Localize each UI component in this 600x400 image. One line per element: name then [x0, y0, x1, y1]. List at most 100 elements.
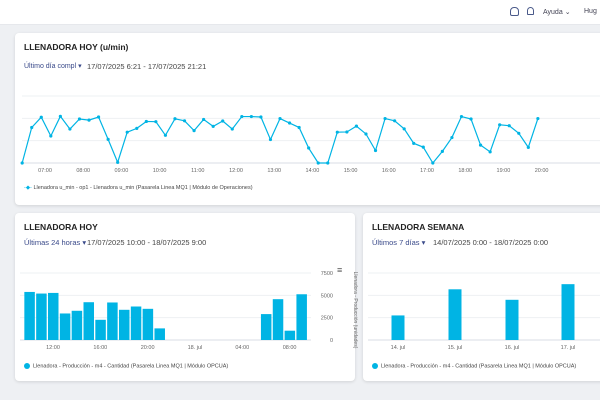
- date-range: 14/07/2025 0:00 - 18/07/2025 0:00: [433, 238, 549, 247]
- data-point: [354, 124, 359, 128]
- data-point: [287, 121, 292, 125]
- x-tick-label: 18:00: [458, 168, 472, 174]
- data-point: [373, 148, 378, 153]
- card-title: LLENADORA HOY (u/min): [24, 42, 129, 52]
- x-tick-label: 16:00: [93, 345, 107, 351]
- data-point: [30, 125, 34, 130]
- legend-label: Llenadora - Producción - m4 - Cantidad (…: [33, 363, 229, 370]
- data-point: [87, 118, 91, 122]
- data-point: [163, 133, 168, 137]
- robot-icon[interactable]: [510, 7, 519, 16]
- data-point: [125, 130, 129, 134]
- data-point: [68, 127, 72, 131]
- data-point: [326, 161, 330, 165]
- x-tick-label: 16. jul: [505, 345, 520, 351]
- range-label: Últimos 7 días: [372, 238, 420, 247]
- data-point: [431, 161, 435, 165]
- x-tick-label: 11:00: [191, 168, 204, 174]
- help-label: Ayuda: [543, 9, 563, 16]
- x-tick-label: 04:00: [235, 345, 249, 351]
- data-point: [58, 114, 62, 118]
- caret-down-icon: ▾: [78, 63, 82, 70]
- legend-item[interactable]: Llenadora - Producción - m4 - Cantidad (…: [24, 363, 228, 369]
- bar: [260, 314, 272, 340]
- x-tick-label: 10:00: [153, 168, 167, 174]
- data-point: [316, 161, 320, 165]
- data-point: [106, 137, 110, 141]
- user-name[interactable]: Hug: [584, 8, 597, 15]
- data-point: [49, 134, 53, 138]
- x-tick-label: 14. jul: [391, 345, 406, 351]
- y-tick-label: 5000: [321, 293, 333, 299]
- card-title: LLENADORA SEMANA: [372, 222, 465, 232]
- data-point: [383, 116, 387, 121]
- bar: [71, 310, 83, 340]
- data-point: [182, 119, 187, 123]
- legend-line-icon: -◆-: [24, 185, 32, 191]
- help-menu[interactable]: Ayuda ⌄: [543, 8, 571, 16]
- x-tick-label: 08:00: [283, 345, 297, 351]
- bar: [391, 315, 405, 340]
- x-tick-label: 12:00: [229, 168, 243, 174]
- data-point: [77, 117, 82, 121]
- chart-menu-icon[interactable]: ≡: [337, 265, 343, 275]
- data-point: [297, 125, 301, 130]
- data-point: [211, 124, 215, 128]
- x-tick-label: 15. jul: [448, 345, 463, 351]
- data-point: [96, 115, 101, 119]
- data-point: [20, 161, 24, 165]
- top-bar: Ayuda ⌄ Hug: [0, 0, 600, 25]
- data-point: [440, 149, 444, 153]
- bell-icon[interactable]: [527, 7, 534, 15]
- data-point: [402, 127, 406, 131]
- x-tick-label: 20:00: [141, 345, 155, 351]
- bar: [154, 328, 165, 340]
- range-dropdown[interactable]: Últimos 7 días ▾: [372, 238, 425, 247]
- caret-down-icon: ▾: [421, 238, 426, 247]
- card-llenadora-hoy-umin: LLENADORA HOY (u/min) Último día compl ▾…: [15, 33, 600, 205]
- x-tick-label: 20:00: [535, 168, 549, 174]
- bar: [142, 308, 154, 340]
- y-tick-label: 7500: [321, 271, 333, 277]
- date-range: 17/07/2025 10:00 - 18/07/2025 9:00: [87, 238, 207, 247]
- x-tick-label: 13:00: [267, 168, 281, 174]
- data-point: [259, 115, 263, 119]
- data-point: [173, 117, 177, 121]
- x-tick-label: 19:00: [497, 168, 511, 174]
- caret-down-icon: ▾: [82, 238, 87, 247]
- data-point: [240, 114, 244, 119]
- data-point: [307, 146, 311, 150]
- bar: [448, 289, 462, 340]
- bar: [83, 302, 94, 340]
- date-range: 17/07/2025 6:21 - 17/07/2025 21:21: [87, 62, 207, 71]
- data-point: [478, 143, 483, 147]
- data-point: [507, 124, 511, 128]
- legend-dot-icon: [372, 363, 378, 369]
- data-point: [450, 135, 454, 140]
- x-tick-label: 12:00: [46, 345, 60, 351]
- x-tick-label: 09:00: [115, 168, 129, 174]
- legend-item[interactable]: Llenadora - Producción - m4 - Cantidad (…: [372, 363, 576, 369]
- legend-label: Llenadora u_min - op1 - Llenadora u_min …: [33, 185, 253, 191]
- legend-item[interactable]: -◆- Llenadora u_min - op1 - Llenadora u_…: [24, 185, 253, 191]
- data-point: [498, 123, 502, 127]
- x-tick-label: 08:00: [76, 168, 90, 174]
- bar: [95, 319, 106, 340]
- chevron-down-icon: ⌄: [564, 9, 571, 16]
- data-point: [278, 116, 282, 121]
- bar: [59, 313, 71, 340]
- bar: [36, 293, 47, 340]
- x-tick-label: 16:00: [382, 168, 396, 174]
- data-point: [154, 120, 158, 124]
- range-dropdown[interactable]: Últimas 24 horas ▾: [24, 238, 86, 247]
- legend-dot-icon: [24, 363, 30, 369]
- x-tick-label: 18. jul: [188, 345, 203, 351]
- bar: [561, 284, 575, 340]
- data-point: [249, 114, 253, 119]
- bar: [130, 306, 142, 340]
- data-point: [469, 117, 473, 121]
- bar: [296, 294, 307, 340]
- x-tick-label: 14:00: [306, 168, 320, 174]
- data-point: [517, 131, 521, 135]
- range-dropdown[interactable]: Último día compl ▾: [24, 62, 82, 70]
